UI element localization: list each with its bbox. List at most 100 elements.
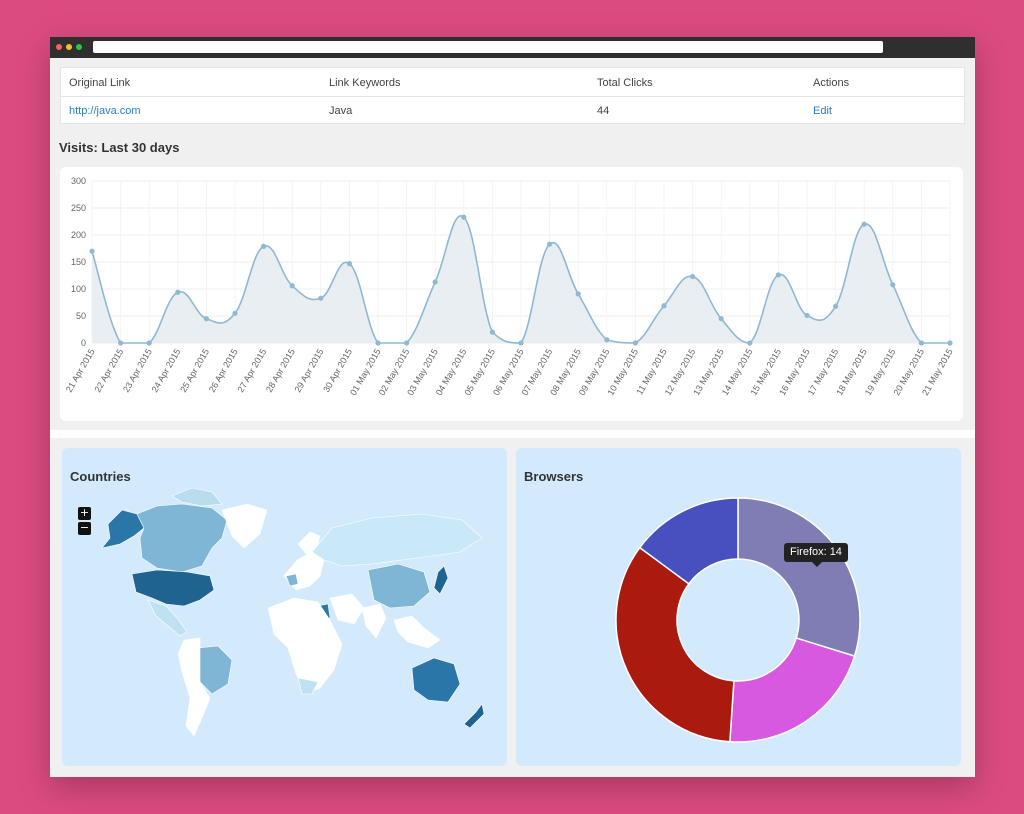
visits-data-point xyxy=(890,282,896,288)
visits-data-point xyxy=(575,291,581,297)
browser-title-bar xyxy=(50,37,975,58)
y-tick-label: 0 xyxy=(81,338,86,348)
map-region-south-africa xyxy=(297,677,319,695)
world-map-icon[interactable] xyxy=(62,448,507,766)
browser-tooltip: Firefox: 14 xyxy=(784,543,848,567)
header-link-keywords: Link Keywords xyxy=(329,77,401,89)
maximize-window-icon[interactable] xyxy=(76,44,82,50)
x-tick-label: 28 Apr 2015 xyxy=(264,347,297,394)
map-region-greenland xyxy=(221,503,268,549)
browsers-title: Browsers xyxy=(524,469,584,484)
browsers-panel: Browsers Firefox: 14 xyxy=(516,448,961,766)
map-region-china xyxy=(367,563,431,609)
header-original-link: Original Link xyxy=(69,77,131,89)
x-tick-label: 27 Apr 2015 xyxy=(235,347,268,394)
visits-data-point xyxy=(118,340,124,346)
map-zoom-out-button[interactable]: − xyxy=(78,521,91,535)
section-divider xyxy=(50,430,975,438)
map-region-southeast-asia xyxy=(393,615,441,649)
visits-data-point xyxy=(232,310,238,316)
visits-data-point xyxy=(947,340,953,346)
page-content: Original Link Link Keywords Total Clicks… xyxy=(50,58,975,777)
visits-data-point xyxy=(718,316,724,322)
visits-data-point xyxy=(661,303,667,309)
browser-window: Original Link Link Keywords Total Clicks… xyxy=(50,37,975,777)
visits-data-point xyxy=(804,312,810,319)
visits-data-point xyxy=(632,340,639,346)
visits-data-point xyxy=(318,295,324,301)
visits-data-point xyxy=(861,221,867,227)
table-row: http://java.com Java 44 Edit xyxy=(61,96,964,124)
visits-data-point xyxy=(375,340,381,346)
tooltip-label: Firefox: xyxy=(790,546,827,558)
close-window-icon[interactable] xyxy=(56,44,62,50)
map-region-mexico xyxy=(147,599,188,637)
browsers-donut-chart[interactable] xyxy=(516,448,961,766)
links-table: Original Link Link Keywords Total Clicks… xyxy=(60,67,965,124)
y-tick-label: 50 xyxy=(76,311,86,321)
map-region-arctic-islands xyxy=(171,487,223,507)
edit-link[interactable]: Edit xyxy=(813,105,832,117)
y-tick-label: 300 xyxy=(71,176,86,186)
countries-panel: Countries xyxy=(62,448,507,766)
visits-data-point xyxy=(518,340,524,346)
map-region-africa xyxy=(267,597,343,695)
visits-chart-title: Visits: Last 30 days xyxy=(59,140,180,155)
visits-data-point xyxy=(547,241,553,247)
address-bar[interactable] xyxy=(93,41,883,53)
link-keywords: Java xyxy=(329,105,353,117)
y-tick-label: 250 xyxy=(71,203,86,213)
visits-data-point xyxy=(89,248,95,254)
map-region-france xyxy=(285,573,299,587)
y-tick-label: 100 xyxy=(71,284,86,294)
visits-data-point xyxy=(404,340,410,346)
header-total-clicks: Total Clicks xyxy=(597,77,653,89)
visits-data-point xyxy=(747,340,753,346)
visits-data-point xyxy=(461,214,467,220)
x-tick-label: 21 May 2015 xyxy=(920,347,955,397)
total-clicks: 44 xyxy=(597,105,610,117)
map-region-scandinavia xyxy=(297,531,321,555)
map-zoom-in-button[interactable]: + xyxy=(78,506,91,520)
x-tick-label: 21 Apr 2015 xyxy=(64,347,97,394)
map-region-australia xyxy=(411,657,461,703)
map-region-india xyxy=(361,603,387,639)
original-link[interactable]: http://java.com xyxy=(69,105,141,117)
visits-data-point xyxy=(775,272,782,278)
minimize-window-icon[interactable] xyxy=(66,44,72,50)
map-region-canada xyxy=(136,503,228,573)
map-region-alaska xyxy=(101,509,145,549)
map-region-japan xyxy=(433,565,449,595)
visits-data-point xyxy=(203,316,209,322)
visits-data-point xyxy=(346,261,352,267)
visits-data-point xyxy=(833,303,839,309)
countries-title: Countries xyxy=(70,469,131,484)
x-tick-label: 25 Apr 2015 xyxy=(178,347,211,394)
visits-data-point xyxy=(489,329,495,335)
x-tick-label: 30 Apr 2015 xyxy=(321,347,354,394)
x-tick-label: 23 Apr 2015 xyxy=(121,347,154,394)
y-tick-label: 200 xyxy=(71,230,86,240)
visits-data-point xyxy=(690,273,696,280)
visits-area-fill xyxy=(92,215,950,343)
map-region-middle-east xyxy=(329,593,365,625)
x-tick-label: 22 Apr 2015 xyxy=(92,347,125,394)
visits-data-point xyxy=(918,340,925,346)
x-tick-label: 29 Apr 2015 xyxy=(293,347,326,394)
x-tick-label: 26 Apr 2015 xyxy=(207,347,240,394)
visits-data-point xyxy=(604,337,610,343)
browser-slice xyxy=(615,546,735,743)
y-tick-label: 150 xyxy=(71,257,86,267)
header-actions: Actions xyxy=(813,77,850,89)
browser-slice xyxy=(737,497,861,658)
map-region-new-zealand xyxy=(463,703,485,729)
visits-data-point xyxy=(146,340,152,346)
x-tick-label: 24 Apr 2015 xyxy=(150,347,183,394)
tooltip-value: 14 xyxy=(829,546,842,558)
visits-data-point xyxy=(261,243,267,249)
browser-slice xyxy=(638,497,739,585)
visits-data-point xyxy=(432,279,438,285)
visits-data-point xyxy=(175,289,181,295)
map-region-russia xyxy=(311,513,483,567)
